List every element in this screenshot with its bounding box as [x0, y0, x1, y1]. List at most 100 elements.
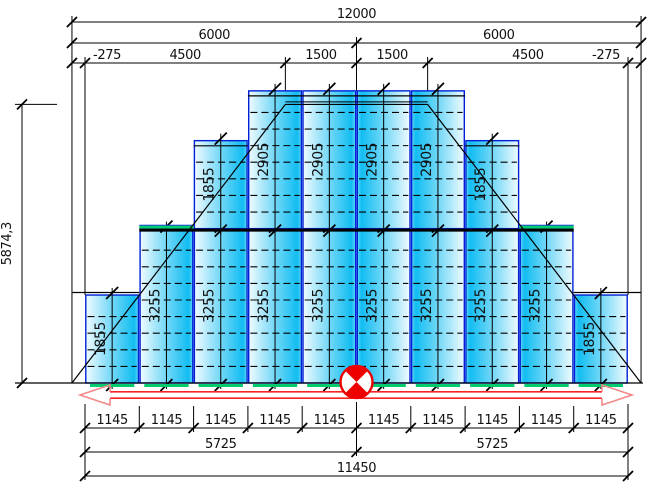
- panel-center-tick: [377, 82, 391, 96]
- dim-tick: [635, 57, 647, 69]
- dim-tick: [133, 422, 145, 434]
- dim-tick: [622, 446, 634, 458]
- timber-filler: [90, 384, 135, 387]
- dim-tick: [622, 470, 634, 482]
- dimension-text: 1145: [205, 413, 237, 428]
- timber-filler: [415, 384, 461, 387]
- panel-height-label: 2905: [310, 143, 326, 177]
- panel-height-label: 3255: [365, 289, 381, 323]
- dimension-text: 1500: [305, 48, 337, 63]
- panel-height-label: 1855: [473, 168, 489, 202]
- height-dimension-text: 5874,3: [0, 222, 15, 265]
- dimension-text: 5725: [477, 437, 509, 452]
- arrow-head-right: [601, 383, 635, 407]
- dimension-text: 1145: [477, 413, 509, 428]
- panel-height-label: 1855: [202, 168, 218, 202]
- timber-layer: [90, 224, 624, 387]
- dimension-text: 5725: [205, 437, 237, 452]
- dim-tick: [459, 422, 471, 434]
- dimension-text: 6000: [198, 28, 230, 43]
- dimension-text: 1145: [531, 413, 563, 428]
- wall-left-slope: [71, 104, 286, 384]
- dimension-text: 12000: [337, 7, 376, 22]
- timber-filler: [524, 384, 569, 387]
- panel-height-label: 2905: [256, 143, 272, 177]
- dim-tick: [296, 422, 308, 434]
- panel-center-tick: [268, 82, 282, 96]
- dimension-text: 1145: [422, 413, 454, 428]
- dim-tick: [622, 422, 634, 434]
- dim-tick: [279, 57, 292, 69]
- dim-tick: [350, 446, 363, 458]
- dim-tick: [66, 37, 78, 49]
- dimension-layer: 12000 6000 6000 -275 4500 1500 1500 4500 -275 587…: [0, 7, 647, 482]
- dimension-text: 1145: [259, 413, 291, 428]
- benchmark-sector-top: [345, 366, 368, 382]
- dimension-text: -275: [592, 48, 620, 63]
- dim-tick: [79, 446, 91, 458]
- dim-tick: [242, 422, 254, 434]
- timber-filler: [198, 384, 243, 387]
- panel-height-label: 3255: [473, 289, 489, 323]
- panel-center-tick: [214, 132, 228, 146]
- dim-tick: [187, 422, 200, 434]
- arrow-head-left: [77, 383, 111, 407]
- panel-height-label: 1855: [582, 322, 598, 356]
- dim-tick: [79, 422, 91, 434]
- panel-height-label: 3255: [310, 289, 326, 323]
- panel-center-tick: [431, 82, 445, 96]
- panel-height-label: 3255: [147, 289, 163, 323]
- timber-filler: [578, 384, 624, 387]
- timber-filler: [252, 384, 298, 387]
- dim-tick: [635, 16, 647, 28]
- dimension-text: 4500: [169, 48, 201, 63]
- panel-center-tick: [322, 82, 336, 96]
- panel-height-label: 3255: [528, 289, 544, 323]
- dim-tick: [635, 37, 647, 49]
- dim-tick: [513, 422, 526, 434]
- dimension-text: 1145: [96, 413, 128, 428]
- dim-tick: [350, 422, 363, 434]
- dimension-text: 6000: [483, 28, 515, 43]
- dim-tick: [79, 470, 91, 482]
- timber-filler: [139, 225, 194, 229]
- dimension-text: 11450: [337, 461, 376, 476]
- panel-height-label: 3255: [202, 289, 218, 323]
- benchmark-sector-bottom: [345, 382, 368, 398]
- dim-tick: [350, 37, 363, 49]
- panel-height-label: 1855: [93, 322, 109, 356]
- wall-right-slope: [427, 104, 642, 384]
- panel-center-tick: [485, 132, 499, 146]
- dim-tick: [66, 16, 78, 28]
- structure-lines-layer: [15, 95, 643, 384]
- timber-filler: [361, 384, 406, 387]
- dimension-text: 1500: [376, 48, 408, 63]
- panel-height-label: 2905: [365, 143, 381, 177]
- dimension-text: 1145: [151, 413, 183, 428]
- dimension-text: 1145: [314, 413, 346, 428]
- benchmark-symbol: [339, 364, 374, 400]
- dimension-text: 1145: [368, 413, 400, 428]
- timber-filler: [470, 384, 515, 387]
- dim-tick: [405, 422, 417, 434]
- dim-tick: [568, 422, 580, 434]
- red-annotation-layer: [77, 364, 635, 407]
- dim-tick: [66, 57, 78, 69]
- dim-tick: [422, 57, 434, 69]
- dimension-text: -275: [93, 48, 121, 63]
- dim-tick: [622, 57, 634, 69]
- dimension-text: 1145: [585, 413, 617, 428]
- panel-height-label: 2905: [419, 143, 435, 177]
- dim-tick: [350, 57, 363, 69]
- panels-layer: 1855 3255 3255 3255 3255 3255 3255 3255 3255 1855…: [85, 82, 628, 392]
- dim-tick: [16, 377, 28, 389]
- panel-height-label: 3255: [256, 289, 272, 323]
- timber-filler: [144, 384, 189, 387]
- panel-height-label: 3255: [419, 289, 435, 323]
- dimension-text: 4500: [512, 48, 544, 63]
- timber-filler: [307, 384, 352, 387]
- timber-filler: [519, 225, 574, 229]
- dim-tick: [79, 57, 91, 69]
